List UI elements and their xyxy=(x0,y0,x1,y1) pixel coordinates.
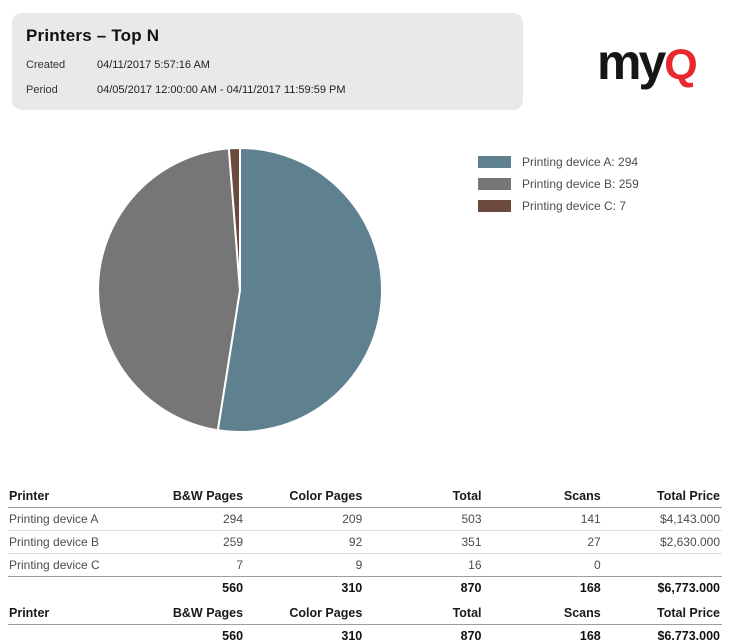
table-cell: Printing device B xyxy=(9,535,100,549)
column-header: Total Price xyxy=(602,602,722,625)
created-row: Created 04/11/2017 5:57:16 AM xyxy=(26,59,509,71)
table-cell: 9 xyxy=(355,558,363,572)
table-header-row: Printer B&W Pages Color Pages Total Scans Tot… xyxy=(8,485,722,508)
table-cell: 870 xyxy=(460,629,482,640)
table-row: Printing device B 259 92 351 27 $2,630.000 xyxy=(8,531,722,554)
logo-text-black: my xyxy=(597,34,666,90)
legend-swatch-icon xyxy=(478,156,511,168)
column-header: Total Price xyxy=(602,485,722,508)
table-cell: 168 xyxy=(483,576,603,599)
table-row: Printing device A 294 209 503 141 $4,143.000 xyxy=(8,508,722,531)
myq-logo: my Q xyxy=(597,34,698,90)
table-cell: 0 xyxy=(594,558,601,572)
table-cell: 503 xyxy=(461,512,482,526)
legend-label: Printing device A: 294 xyxy=(522,155,639,169)
summary-header-row: Printer B&W Pages Color Pages Total Scans Tot… xyxy=(8,602,722,625)
table-cell xyxy=(8,625,126,640)
logo-text-red: Q xyxy=(664,41,698,89)
page-title: Printers – Top N xyxy=(26,26,160,45)
table-cell: 209 xyxy=(342,512,363,526)
table-cell: 870 xyxy=(364,576,484,599)
legend-item: Printing device B: 259 xyxy=(478,173,639,195)
table-cell: Printing device A xyxy=(9,512,99,526)
table-cell: $2,630.000 xyxy=(659,535,720,549)
chart-legend: Printing device A: 294 Printing device B:… xyxy=(478,151,639,217)
table-cell: 141 xyxy=(580,512,601,526)
report-header-box: Printers – Top N Created 04/11/2017 5:57… xyxy=(12,13,523,110)
summary-table: Printer B&W Pages Color Pages Total Scans Tot… xyxy=(8,602,722,640)
created-label: Created xyxy=(26,59,66,71)
column-header: Color Pages xyxy=(245,602,365,625)
table-cell: $6,773.000 xyxy=(657,629,720,640)
table-cell: 92 xyxy=(348,535,363,549)
column-header: Scans xyxy=(483,602,603,625)
table-cell: 560 xyxy=(222,629,244,640)
legend-swatch-icon xyxy=(478,178,511,190)
column-header: B&W Pages xyxy=(125,485,246,508)
pie-slice-printing-device-a xyxy=(216,147,384,433)
table-cell: 168 xyxy=(579,629,601,640)
table-cell: 294 xyxy=(223,512,244,526)
period-value: 04/05/2017 12:00:00 AM - 04/11/2017 11:5… xyxy=(97,84,346,96)
column-header: Total xyxy=(364,485,484,508)
legend-swatch-icon xyxy=(478,200,511,212)
summary-totals-row: 560 310 870 168 $6,773.000 xyxy=(8,625,722,640)
table-cell: 259 xyxy=(223,535,244,549)
legend-label: Printing device B: 259 xyxy=(522,177,639,191)
legend-item: Printing device A: 294 xyxy=(478,151,639,173)
table-cell: 310 xyxy=(245,576,365,599)
table-cell: Printing device C xyxy=(9,558,100,572)
pie-slice-printing-device-c xyxy=(227,147,241,291)
table-cell xyxy=(8,576,126,599)
table-cell: $6,773.000 xyxy=(602,576,722,599)
period-label: Period xyxy=(26,84,58,96)
table-cell xyxy=(603,554,722,577)
column-header: Scans xyxy=(483,485,603,508)
legend-label: Printing device C: 7 xyxy=(522,199,627,213)
table-cell: 27 xyxy=(587,535,601,549)
table-row: Printing device C 7 9 16 0 xyxy=(8,554,722,577)
report-tables: Printer B&W Pages Color Pages Total Scans Tot… xyxy=(8,485,722,640)
table-cell: $4,143.000 xyxy=(659,512,720,526)
pie-chart xyxy=(90,140,390,440)
printers-table: Printer B&W Pages Color Pages Total Scans Tot… xyxy=(8,485,722,599)
table-cell: 7 xyxy=(236,558,244,572)
column-header: B&W Pages xyxy=(125,602,246,625)
column-header: Color Pages xyxy=(245,485,365,508)
column-header: Total xyxy=(364,602,484,625)
table-cell: 351 xyxy=(461,535,482,549)
table-cell: 560 xyxy=(125,576,246,599)
column-header: Printer xyxy=(8,602,126,625)
column-header: Printer xyxy=(8,485,126,508)
table-totals-row: 560 310 870 168 $6,773.000 xyxy=(8,576,722,599)
pie-slice-printing-device-b xyxy=(97,147,241,432)
table-cell: 16 xyxy=(468,558,482,572)
period-row: Period 04/05/2017 12:00:00 AM - 04/11/20… xyxy=(26,84,509,96)
legend-item: Printing device C: 7 xyxy=(478,195,639,217)
created-value: 04/11/2017 5:57:16 AM xyxy=(97,59,210,71)
table-cell: 310 xyxy=(341,629,363,640)
pie-chart-svg xyxy=(97,147,384,433)
